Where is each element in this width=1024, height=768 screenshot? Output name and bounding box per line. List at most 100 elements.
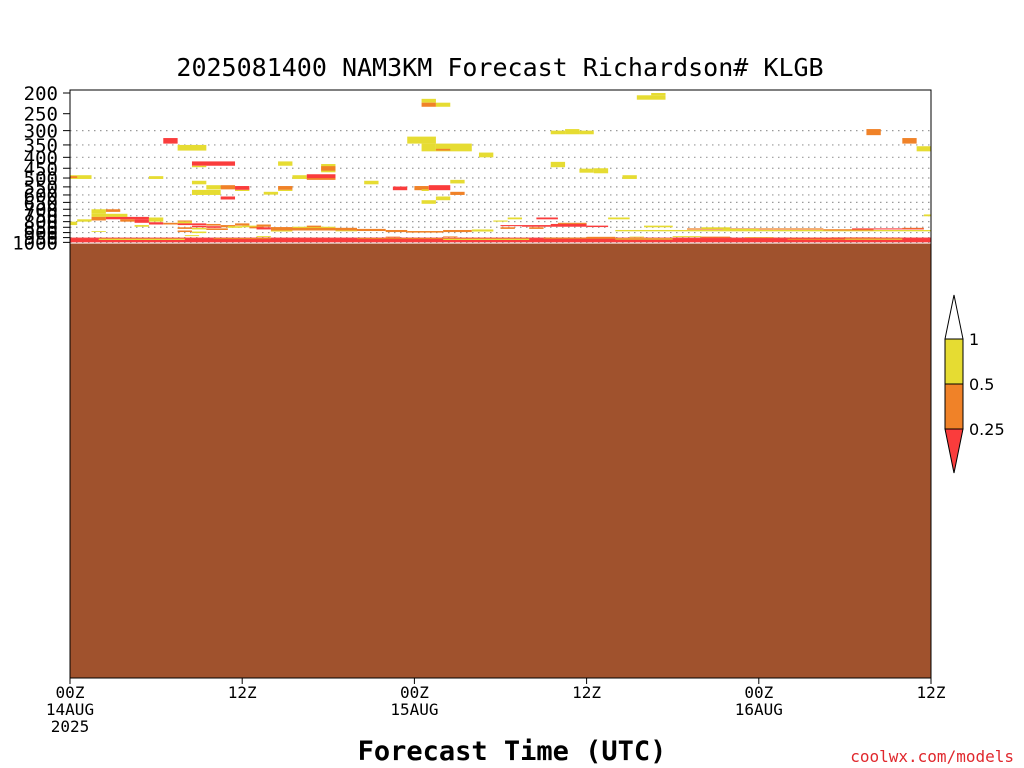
data-cell <box>177 223 192 226</box>
data-cell <box>543 237 616 239</box>
data-cell <box>701 236 731 239</box>
y-tick-label: 900 <box>24 223 58 245</box>
data-cell <box>357 228 386 232</box>
data-cell <box>270 230 293 232</box>
x-tick-label: 2025 <box>51 717 90 736</box>
data-cell <box>536 217 558 220</box>
data-cell <box>507 217 523 220</box>
y-tick-label: 650 <box>24 192 58 214</box>
x-tick-label: 16AUG <box>735 700 783 719</box>
data-cell <box>550 161 566 168</box>
colorbar: 1 0.5 0.25 <box>944 294 1005 474</box>
data-cell <box>220 225 236 228</box>
data-cell <box>134 225 149 227</box>
data-cell <box>191 165 207 168</box>
y-tick-label: 250 <box>24 104 58 126</box>
data-cell <box>615 229 931 232</box>
data-cell <box>134 219 149 223</box>
colorbar-label: 0.5 <box>969 375 994 394</box>
data-cell <box>357 238 444 240</box>
data-cell <box>873 228 924 230</box>
y-axis: 2002503003504004505005506006507007508008… <box>12 83 70 254</box>
x-tick-label: 00Z <box>56 683 85 702</box>
data-cell <box>550 130 566 135</box>
data-cell <box>644 225 673 228</box>
y-tick-label: 850 <box>24 217 58 239</box>
data-cell <box>148 222 164 225</box>
data-cell <box>672 236 702 238</box>
data-cell <box>163 222 178 225</box>
y-tick-label: 200 <box>24 83 58 105</box>
data-cell <box>105 216 149 220</box>
data-cell <box>278 161 293 166</box>
data-cell <box>191 180 207 185</box>
data-cell <box>91 213 128 217</box>
y-tick-label: 700 <box>24 199 58 221</box>
data-cell <box>235 223 250 226</box>
data-cell <box>191 189 221 195</box>
x-tick-label: 00Z <box>744 683 773 702</box>
data-cell <box>435 196 451 201</box>
data-cell <box>744 237 774 239</box>
data-cell <box>163 138 178 144</box>
data-cell <box>471 229 494 232</box>
data-cell <box>98 238 185 241</box>
data-cell <box>651 92 666 96</box>
data-cell <box>206 223 221 226</box>
data-cell <box>270 227 336 231</box>
data-cell <box>450 191 465 195</box>
data-cell <box>235 186 250 190</box>
data-cells <box>70 92 931 243</box>
ground-band <box>70 243 931 678</box>
data-cell <box>177 221 192 224</box>
data-cell <box>579 168 594 173</box>
y-tick-label: 1000 <box>12 232 58 254</box>
x-tick-label: 15AUG <box>390 700 438 719</box>
data-cell <box>500 225 523 227</box>
y-tick-label: 350 <box>24 135 58 157</box>
data-cell <box>622 175 637 179</box>
data-cell <box>629 236 644 238</box>
data-cell <box>256 224 271 227</box>
data-cell <box>306 225 322 228</box>
data-cell <box>500 227 515 229</box>
colorbar-swatch <box>944 383 964 430</box>
data-cell <box>105 209 121 212</box>
data-cell <box>191 231 207 234</box>
data-cell <box>177 230 192 233</box>
data-cell <box>421 102 436 107</box>
data-cell <box>916 146 931 152</box>
data-cell <box>550 223 587 227</box>
data-cell <box>443 236 458 238</box>
data-cell <box>615 238 673 240</box>
data-cell <box>220 196 236 200</box>
data-cell <box>70 175 92 179</box>
data-cell <box>443 238 530 241</box>
data-cell <box>493 220 508 222</box>
data-cell <box>278 189 293 192</box>
data-cell <box>120 219 135 222</box>
y-tick-label: 500 <box>24 168 58 190</box>
data-cell <box>321 166 336 171</box>
data-cell <box>148 176 164 179</box>
data-cell <box>435 143 472 152</box>
data-cell <box>70 237 931 239</box>
data-cell <box>866 129 881 136</box>
watermark-text: coolwx.com/models <box>850 747 1014 766</box>
data-cell <box>191 223 207 226</box>
data-cell <box>335 227 357 231</box>
data-cell <box>177 144 207 151</box>
data-cell <box>278 186 293 190</box>
data-cell <box>292 175 307 179</box>
data-cell <box>306 174 336 179</box>
data-cell <box>206 185 221 190</box>
data-cell <box>565 129 580 135</box>
x-tick-label: 12Z <box>228 683 257 702</box>
data-cell <box>220 185 236 190</box>
data-cell <box>450 179 465 184</box>
data-cell <box>91 231 106 232</box>
data-cell <box>421 143 436 152</box>
data-cell <box>722 228 759 231</box>
